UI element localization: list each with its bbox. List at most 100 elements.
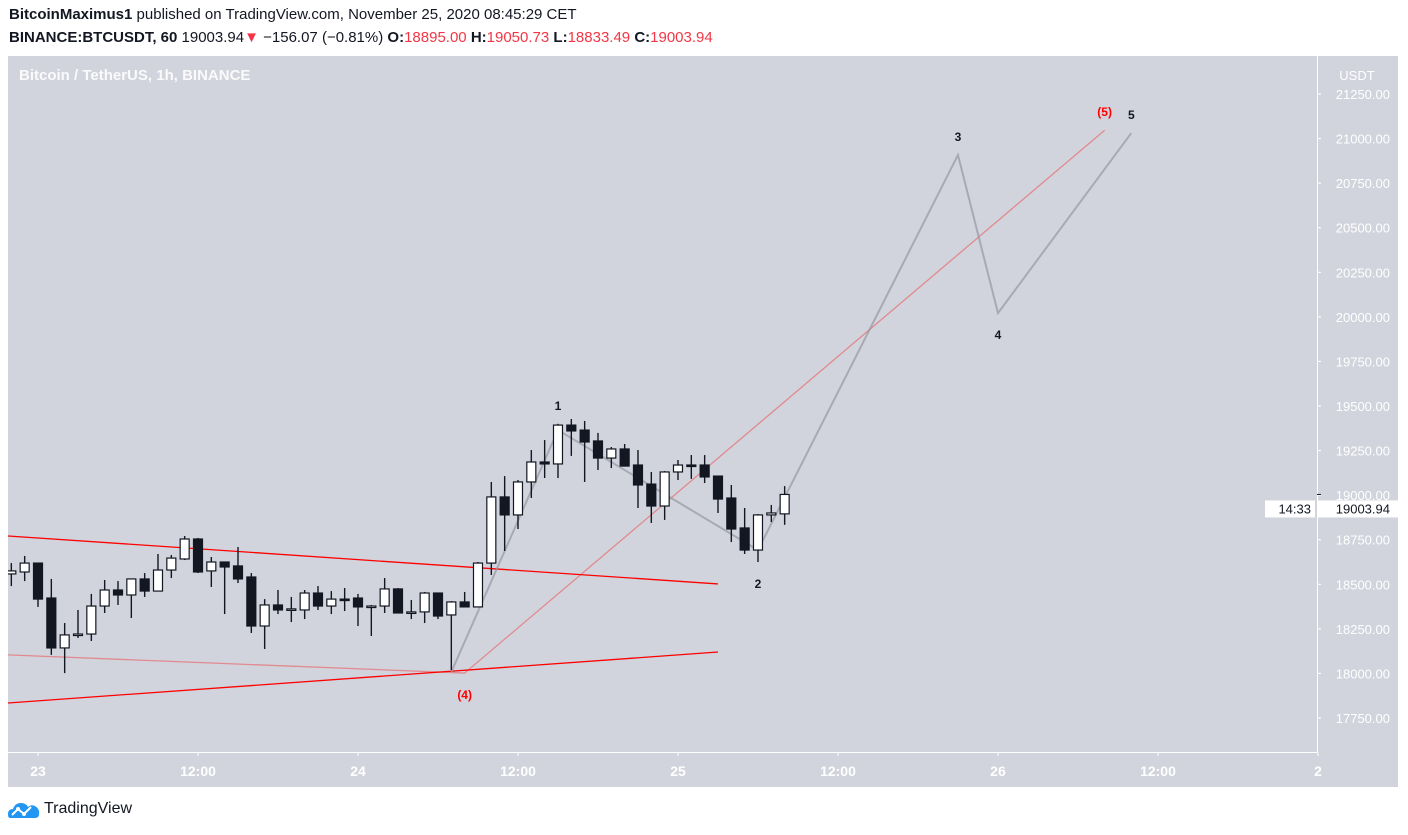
wave-label: 1 bbox=[555, 399, 562, 413]
candle-down bbox=[566, 424, 577, 432]
time-tick-label: 12:00 bbox=[820, 763, 856, 779]
candle-up bbox=[59, 634, 70, 649]
trendline-line-1 bbox=[8, 651, 719, 704]
candle-down bbox=[712, 475, 724, 500]
candle-up bbox=[526, 461, 537, 483]
price-axis-unit: USDT bbox=[1339, 68, 1374, 83]
candle-down bbox=[139, 578, 150, 592]
candle-up bbox=[779, 493, 790, 515]
candle-up bbox=[472, 562, 484, 608]
candle-up bbox=[419, 592, 430, 613]
price-tick-label: 18750.00 bbox=[1336, 533, 1390, 548]
candle-up bbox=[8, 570, 17, 575]
candle-down bbox=[499, 496, 510, 516]
last-price-label: 19003.94 bbox=[1336, 501, 1390, 516]
wave-label: 4 bbox=[995, 328, 1002, 342]
chart-panel[interactable] bbox=[8, 56, 1398, 787]
time-tick-label: 12:00 bbox=[500, 763, 536, 779]
countdown-tag bbox=[1265, 500, 1315, 518]
publish-info: BitcoinMaximus1 published on TradingView… bbox=[9, 6, 577, 23]
tradingview-cloud-icon bbox=[8, 803, 40, 818]
price-tick-label: 17750.00 bbox=[1336, 711, 1390, 726]
time-tick-label: 26 bbox=[990, 763, 1006, 779]
high-value: 19050.73 bbox=[486, 29, 550, 46]
wave-label: 5 bbox=[1128, 108, 1135, 122]
candle-up bbox=[72, 633, 84, 637]
tradingview-logo-text: TradingView bbox=[44, 800, 133, 817]
candle-down bbox=[219, 561, 230, 568]
candle-up bbox=[152, 569, 164, 592]
price-tick-label: 18000.00 bbox=[1336, 666, 1390, 681]
candle-up bbox=[512, 481, 524, 516]
price-tick-label: 21250.00 bbox=[1336, 87, 1390, 102]
candle-down bbox=[32, 562, 44, 600]
open-label: O: bbox=[387, 29, 405, 46]
candle-up bbox=[206, 561, 217, 572]
candle-down bbox=[432, 592, 444, 617]
candle-down bbox=[112, 589, 124, 596]
candle-up bbox=[299, 592, 310, 611]
price-tick-label: 19750.00 bbox=[1336, 354, 1390, 369]
candle-up bbox=[366, 605, 377, 609]
price-tick-label: 20500.00 bbox=[1336, 221, 1390, 236]
time-tick-label: 24 bbox=[350, 763, 366, 779]
chart-title: Bitcoin / TetherUS, 1h, BINANCE bbox=[19, 67, 251, 84]
candle-down bbox=[632, 464, 644, 486]
last-price-tag bbox=[1318, 500, 1398, 518]
plot-area: (4) (5) 1 2 3 4 5 bbox=[8, 105, 1135, 704]
trendline-line-0 bbox=[8, 535, 719, 585]
candle-down bbox=[592, 440, 604, 459]
candle-up bbox=[659, 471, 670, 507]
wave-line-3 bbox=[450, 132, 1133, 673]
candle-down bbox=[699, 464, 710, 478]
candle-up bbox=[552, 424, 564, 465]
price-tick-label: 19500.00 bbox=[1336, 399, 1390, 414]
price-tick-label: 21000.00 bbox=[1336, 132, 1390, 147]
price-tick-label: 18500.00 bbox=[1336, 577, 1390, 592]
last-price: 19003.94 bbox=[181, 29, 245, 46]
candle-down bbox=[312, 592, 324, 607]
close-value: 19003.94 bbox=[650, 29, 713, 46]
candle-down bbox=[192, 538, 204, 573]
author-name[interactable]: BitcoinMaximus1 bbox=[9, 6, 133, 23]
candle-up bbox=[672, 464, 684, 473]
close-label: C: bbox=[634, 29, 651, 46]
candle-down bbox=[352, 597, 364, 608]
candle-down bbox=[539, 461, 550, 465]
candle-down bbox=[579, 429, 590, 443]
high-label: H: bbox=[470, 29, 487, 46]
time-tick-label: 2 bbox=[1314, 763, 1322, 779]
candle-up bbox=[326, 598, 337, 607]
price-tick-label: 18250.00 bbox=[1336, 622, 1390, 637]
candle-down bbox=[619, 448, 630, 467]
candle-down bbox=[232, 565, 244, 580]
candle-up bbox=[286, 608, 297, 611]
time-tick-label: 12:00 bbox=[180, 763, 216, 779]
path-line-2 bbox=[8, 129, 1106, 674]
price-tick-label: 20750.00 bbox=[1336, 176, 1390, 191]
candle-up bbox=[99, 589, 110, 607]
wave-label: 3 bbox=[955, 130, 962, 144]
wave-label: (4) bbox=[457, 688, 472, 702]
triangle-down-icon: ▼ bbox=[244, 29, 259, 46]
candle-down bbox=[646, 483, 657, 507]
wave-label: 2 bbox=[755, 577, 762, 591]
open-value: 18895.00 bbox=[404, 29, 467, 46]
candle-down bbox=[726, 497, 737, 530]
price-tick-label: 19000.00 bbox=[1336, 488, 1390, 503]
price-change: −156.07 (−0.81%) bbox=[263, 29, 384, 46]
price-tick-label: 20250.00 bbox=[1336, 265, 1390, 280]
tradingview-logo[interactable]: TradingView bbox=[8, 800, 132, 818]
candle-up bbox=[446, 601, 457, 616]
candle-down bbox=[686, 464, 697, 468]
candle-up bbox=[752, 514, 764, 551]
candle-down bbox=[392, 588, 404, 614]
time-tick-label: 25 bbox=[670, 763, 686, 779]
candle-up bbox=[259, 604, 270, 627]
low-value: 18833.49 bbox=[567, 29, 631, 46]
symbol-info: BINANCE:BTCUSDT, 60 19003.94▼ −156.07 (−… bbox=[9, 29, 713, 46]
price-tick-label: 19250.00 bbox=[1336, 444, 1390, 459]
candle-up bbox=[179, 538, 190, 560]
time-tick-label: 23 bbox=[30, 763, 46, 779]
